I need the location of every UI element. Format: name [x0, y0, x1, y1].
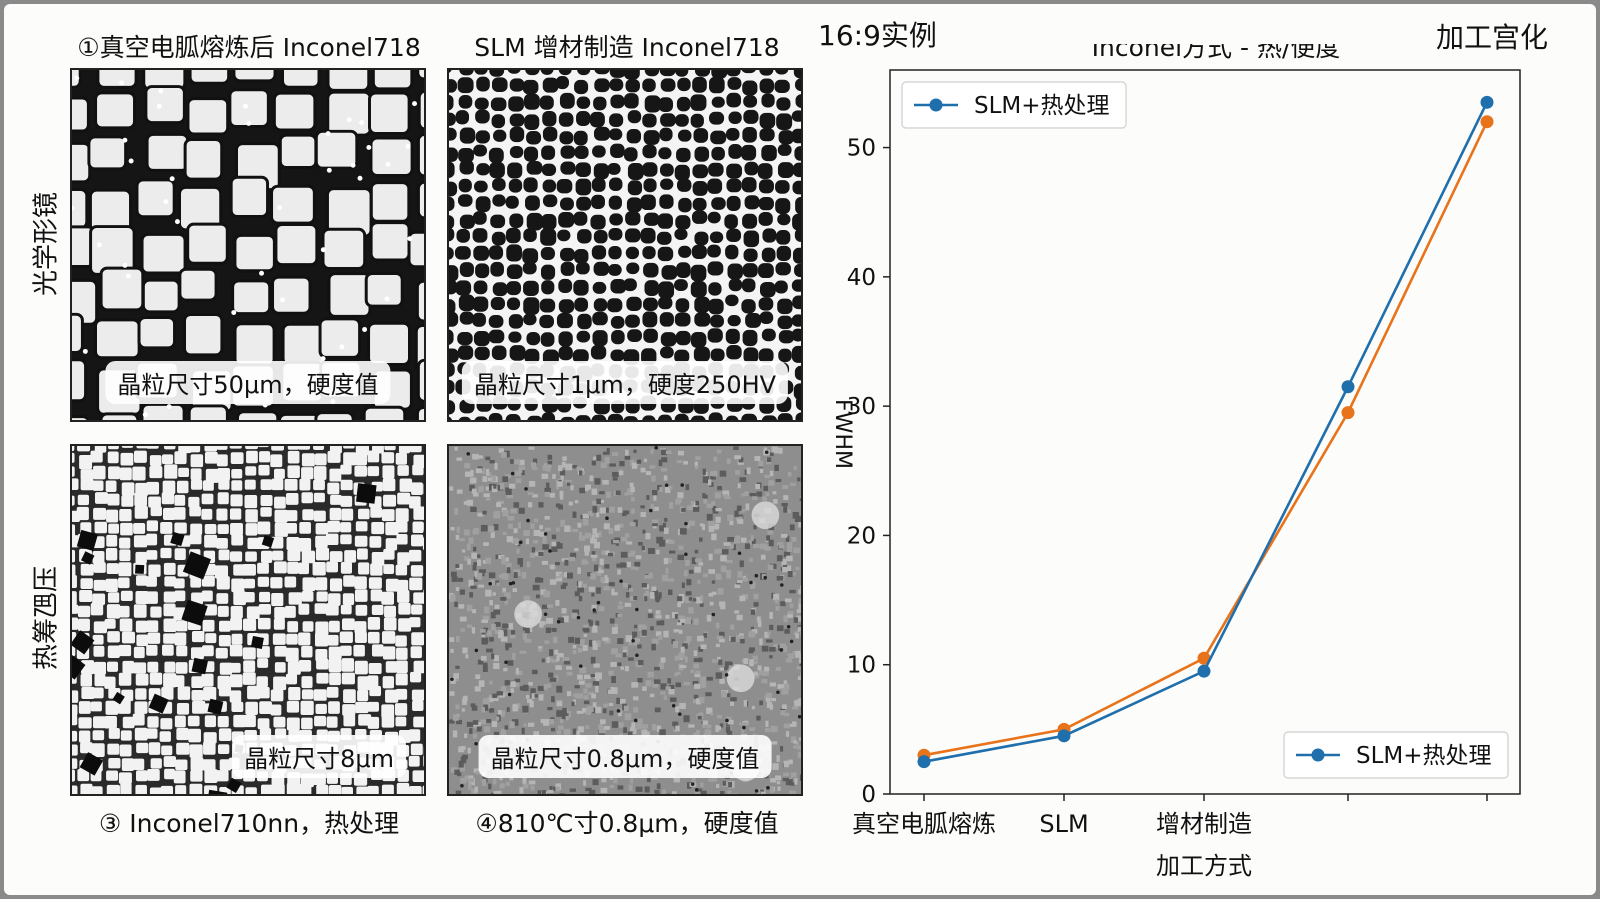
micrograph-3-annotation: 晶粒尺寸8μm: [232, 735, 406, 778]
y-tick-label-0: 0: [861, 782, 876, 808]
series-1-point-3: [1341, 406, 1355, 420]
aspect-label: 16:9实例: [818, 19, 937, 52]
micrograph-4-annotation: 晶粒尺寸0.8μm，硬度值: [478, 735, 772, 778]
series-1-point-4: [1480, 115, 1494, 129]
legend-label: SLM+热处理: [1356, 743, 1492, 769]
series-1: [917, 115, 1494, 762]
micrograph-fine: 晶粒尺寸0.8μm，硬度值: [447, 444, 803, 796]
micrograph-1-annotation: 晶粒尺寸50μm，硬度值: [105, 361, 391, 404]
y-tick-label-10: 10: [847, 653, 876, 679]
x-tick-label-0: 真空电胍熔炼: [852, 810, 996, 838]
x-axis-label: 加工方式: [1156, 852, 1252, 880]
micrograph-optical-cast: 晶粒尺寸50μm，硬度值: [70, 68, 426, 422]
series-0: [917, 95, 1494, 769]
series-0-point-4: [1480, 95, 1494, 109]
legend-0: SLM+热处理: [901, 81, 1127, 129]
fine-grain-speckle: [449, 446, 801, 794]
y-tick-label-20: 20: [847, 523, 876, 549]
grain-texture: [449, 70, 801, 420]
series-0-point-2: [1197, 664, 1211, 678]
y-tick-label-40: 40: [847, 265, 876, 291]
y-axis-label: FWHM: [830, 399, 855, 469]
legend-1: SLM+热处理: [1283, 731, 1509, 779]
micrograph-slm: 晶粒尺寸1μm，硬度250HV: [447, 68, 803, 422]
hardness-line-chart: Inconel方式 - 热/便度 0 10 20 30 40 50 真空电胍熔炼 SLM 增材制造…: [830, 44, 1521, 880]
legend-box: [901, 81, 1127, 129]
chart-title: Inconel方式 - 热/便度: [1092, 44, 1341, 62]
plot-frame: [889, 69, 1521, 795]
series-0-point-1: [1057, 729, 1071, 743]
precipitate-blobs: [72, 483, 377, 794]
x-tick-label-1: SLM: [1039, 810, 1088, 838]
y-tick-label-30: 30: [847, 394, 876, 420]
figure-card: 16:9实例 加工宫化 ①真空电胍熔炼后 Inconel718 SLM 增材制造…: [4, 4, 1596, 895]
micrograph-2-annotation: 晶粒尺寸1μm，硬度250HV: [461, 361, 789, 404]
legend-swatch-marker: [1311, 748, 1325, 762]
micrograph-heat-treated: 晶粒尺寸8μm: [70, 444, 426, 796]
panel-1-caption: ①真空电胍熔炼后 Inconel718: [77, 33, 421, 62]
series-0-point-3: [1341, 380, 1355, 394]
row-label-2: 热筹乪压: [31, 565, 62, 671]
legend-swatch-marker: [929, 98, 943, 112]
legend-box: [1283, 731, 1509, 779]
grain-boundary-dots: [72, 75, 418, 418]
x-tick-label-2: 增材制造: [1156, 810, 1252, 838]
row-label-1: 光学形镜: [31, 191, 62, 297]
corner-title: 加工宫化: [1436, 21, 1549, 54]
panel-4-caption: ④810℃寸0.8μm，硬度值: [475, 809, 779, 838]
y-tick-label-50: 50: [847, 136, 876, 162]
series-1-point-2: [1197, 651, 1211, 665]
series-0-point-0: [917, 755, 931, 769]
panel-2-caption: SLM 增材制造 Inconel718: [474, 33, 780, 62]
panel-3-caption: ③ Inconel710nn，热处理: [98, 809, 400, 838]
legend-label: SLM+热处理: [974, 93, 1110, 119]
